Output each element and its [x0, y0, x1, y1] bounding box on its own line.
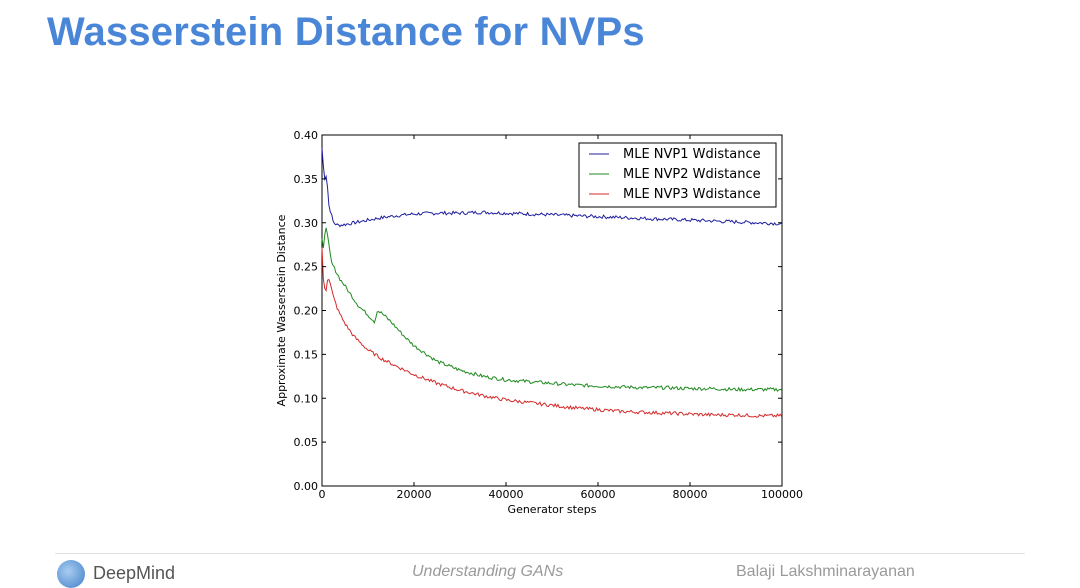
legend-box — [578, 142, 777, 208]
wasserstein-chart: 0 20000 40000 60000 80000 100000 0.00 0.05 0.10 0… — [275, 129, 804, 516]
footer-brand: DeepMind — [93, 563, 176, 583]
x-tick-label: 80000 — [673, 488, 708, 501]
slide-title: Wasserstein Distance for NVPs — [47, 10, 645, 54]
series-line-2 — [321, 227, 782, 393]
series-line-1 — [321, 148, 782, 228]
legend-label-1: MLE NVP1 Wdistance — [623, 147, 761, 162]
legend-label-3: MLE NVP3 Wdistance — [623, 187, 761, 202]
axis-layer: 0 20000 40000 60000 80000 100000 0.00 0.05 0.10 0… — [294, 129, 804, 501]
y-axis-label: Approximate Wasserstein Distance — [275, 214, 288, 406]
x-tick-label: 100000 — [761, 488, 803, 501]
footer-author: Balaji Lakshminarayanan — [736, 563, 915, 580]
y-tick-label: 0.15 — [294, 348, 319, 361]
series-layer — [321, 148, 782, 418]
x-tick-label: 40000 — [489, 488, 524, 501]
x-axis-label: Generator steps — [508, 503, 597, 516]
chart-legend: MLE NVP1 Wdistance MLE NVP2 Wdistance MLE … — [578, 142, 777, 208]
footer-divider — [55, 553, 1025, 554]
y-tick-label: 0.35 — [294, 173, 319, 186]
y-tick-label: 0.05 — [294, 436, 319, 449]
x-tick-label: 60000 — [581, 488, 616, 501]
y-tick-label: 0.10 — [294, 392, 319, 405]
series-line-3 — [321, 247, 782, 418]
y-tick-label: 0.40 — [294, 129, 319, 142]
y-tick-label: 0.30 — [294, 217, 319, 230]
y-tick-label: 0.25 — [294, 261, 319, 274]
footer-talk-title: Understanding GANs — [412, 563, 564, 580]
deepmind-logo-icon — [57, 560, 85, 588]
x-tick-label: 0 — [319, 488, 326, 501]
y-tick-label: 0.20 — [294, 305, 319, 318]
legend-label-2: MLE NVP2 Wdistance — [623, 167, 761, 182]
x-tick-label: 20000 — [397, 488, 432, 501]
y-tick-label: 0.00 — [294, 480, 319, 493]
